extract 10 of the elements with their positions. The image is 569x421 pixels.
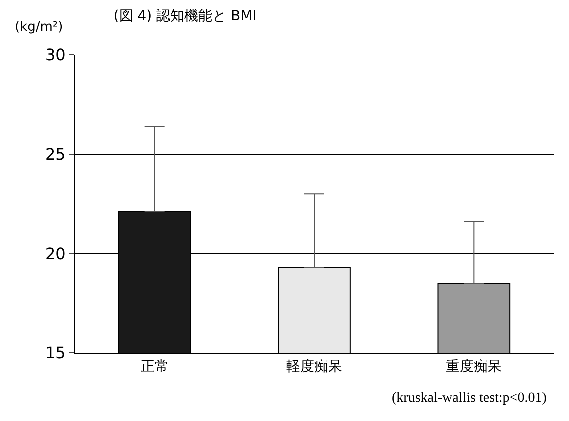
chart-title: (図 4) 認知機能と BMI [114,8,257,24]
x-tick-label: 軽度痴呆 [286,358,342,375]
y-axis-title: (kg/m²) [15,20,64,35]
y-tick-label: 30 [45,46,66,65]
y-tick-label: 20 [45,244,66,264]
x-tick-label: 正常 [140,358,169,375]
y-tick-label: 25 [45,144,66,164]
y-tick-label: 15 [45,344,66,363]
x-tick-label: 重度痴呆 [446,358,502,375]
text: (kruskal-wallis test:p<0.01) [392,391,548,406]
